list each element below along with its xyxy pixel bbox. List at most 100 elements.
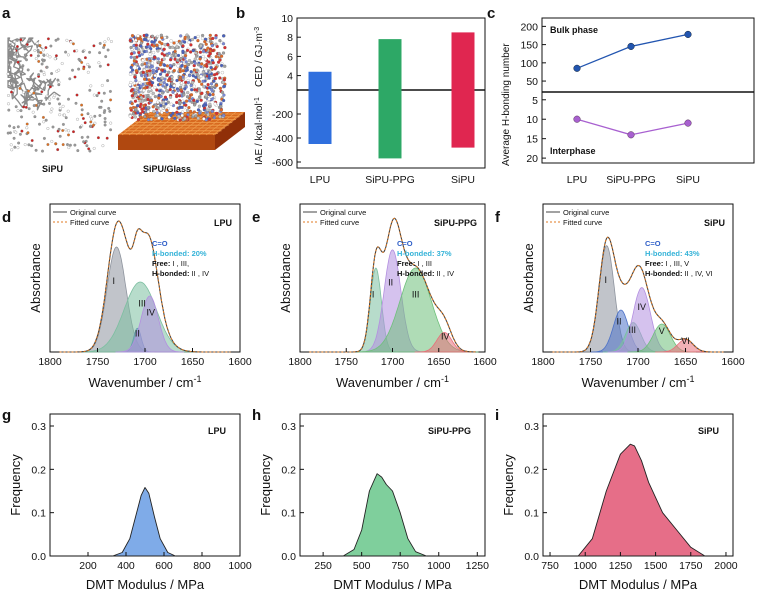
- atom: [158, 72, 163, 76]
- atom: [181, 69, 185, 73]
- tick-label-x: 1250: [609, 560, 633, 572]
- atom: [134, 43, 138, 47]
- atom: [18, 132, 22, 136]
- atom: [184, 53, 188, 58]
- atom: [134, 107, 138, 111]
- atom: [149, 117, 153, 122]
- atom: [73, 75, 77, 79]
- fitted-curve: [552, 236, 724, 353]
- atom: [139, 115, 143, 119]
- atom: [109, 121, 113, 125]
- atom: [129, 106, 133, 110]
- atom: [10, 148, 14, 152]
- atom: [185, 99, 189, 103]
- tick-label-x: 400: [117, 560, 135, 572]
- note-hbonded-percent: H-bonded: 43%: [645, 249, 700, 258]
- atom: [148, 81, 152, 85]
- glass-grid-line: [191, 111, 223, 136]
- atom: [217, 51, 221, 56]
- tick-label-y: 0.0: [524, 551, 539, 563]
- sample-tag: SiPU-PPG: [434, 218, 477, 228]
- tick-label-inter: 20: [526, 153, 538, 165]
- atom: [61, 104, 65, 108]
- atom: [102, 91, 106, 95]
- atom: [189, 50, 193, 54]
- tick-label-y: 0.0: [31, 551, 46, 563]
- atom: [169, 84, 173, 89]
- panel-c-cat-2: SiPU: [676, 174, 700, 186]
- atom: [169, 113, 173, 118]
- atom: [89, 120, 93, 124]
- distribution-area: [577, 443, 706, 557]
- peak-label-IV: IV: [441, 331, 450, 341]
- atom: [202, 103, 206, 107]
- atom: [41, 59, 45, 63]
- tick-label-y: 0.3: [281, 421, 296, 433]
- atom: [9, 85, 13, 89]
- atom: [87, 147, 91, 151]
- atom: [210, 97, 214, 101]
- atom: [134, 69, 138, 73]
- atom: [213, 102, 217, 106]
- atom: [130, 52, 134, 56]
- atom: [201, 49, 206, 54]
- atom: [151, 70, 155, 75]
- atom: [222, 113, 226, 118]
- atom: [192, 110, 196, 114]
- atom: [109, 98, 113, 102]
- atom: [20, 115, 24, 119]
- atom: [178, 75, 182, 80]
- atom: [57, 127, 61, 131]
- atom: [220, 54, 224, 58]
- atom: [154, 114, 158, 118]
- note-free: Free: I , III, V: [645, 259, 689, 268]
- x-axis-label: DMT Modulus / MPa: [333, 577, 452, 592]
- atom: [176, 53, 181, 58]
- panel-label-f: f: [495, 209, 501, 226]
- atom: [86, 135, 90, 139]
- atom: [162, 53, 166, 57]
- atom: [142, 88, 146, 93]
- atom: [71, 42, 75, 46]
- atom: [148, 52, 152, 57]
- note-free: Free: I , III: [397, 259, 432, 268]
- atom: [54, 142, 58, 146]
- atom: [182, 93, 186, 97]
- atom: [135, 62, 139, 67]
- tick-label-x: 250: [314, 560, 332, 572]
- atom: [215, 72, 219, 76]
- atom: [202, 117, 206, 121]
- atom: [81, 50, 85, 53]
- legend-original: Original curve: [563, 208, 609, 217]
- tick-label-x: 1800: [288, 356, 312, 368]
- atom: [42, 53, 46, 57]
- atom: [147, 61, 151, 65]
- atom: [86, 112, 90, 116]
- atom: [159, 94, 163, 99]
- atom: [165, 53, 169, 58]
- atom: [181, 44, 185, 48]
- atom: [172, 62, 176, 67]
- atom: [137, 67, 141, 71]
- atom: [208, 93, 212, 97]
- atom: [150, 61, 155, 65]
- atom: [37, 59, 41, 63]
- atom: [178, 41, 182, 45]
- atom: [46, 37, 50, 41]
- atom: [192, 84, 196, 88]
- atom: [99, 105, 103, 109]
- atom: [144, 65, 149, 69]
- atom: [210, 114, 214, 118]
- tick-label-x: 1650: [674, 356, 698, 368]
- atom: [159, 33, 163, 37]
- atom: [150, 64, 154, 69]
- atom: [19, 68, 23, 72]
- atom: [33, 115, 37, 119]
- atom: [148, 85, 152, 89]
- atom: [215, 83, 219, 88]
- atom: [16, 109, 20, 113]
- atom: [183, 116, 187, 121]
- atom: [36, 48, 40, 52]
- atom: [160, 110, 164, 115]
- atom: [65, 38, 69, 42]
